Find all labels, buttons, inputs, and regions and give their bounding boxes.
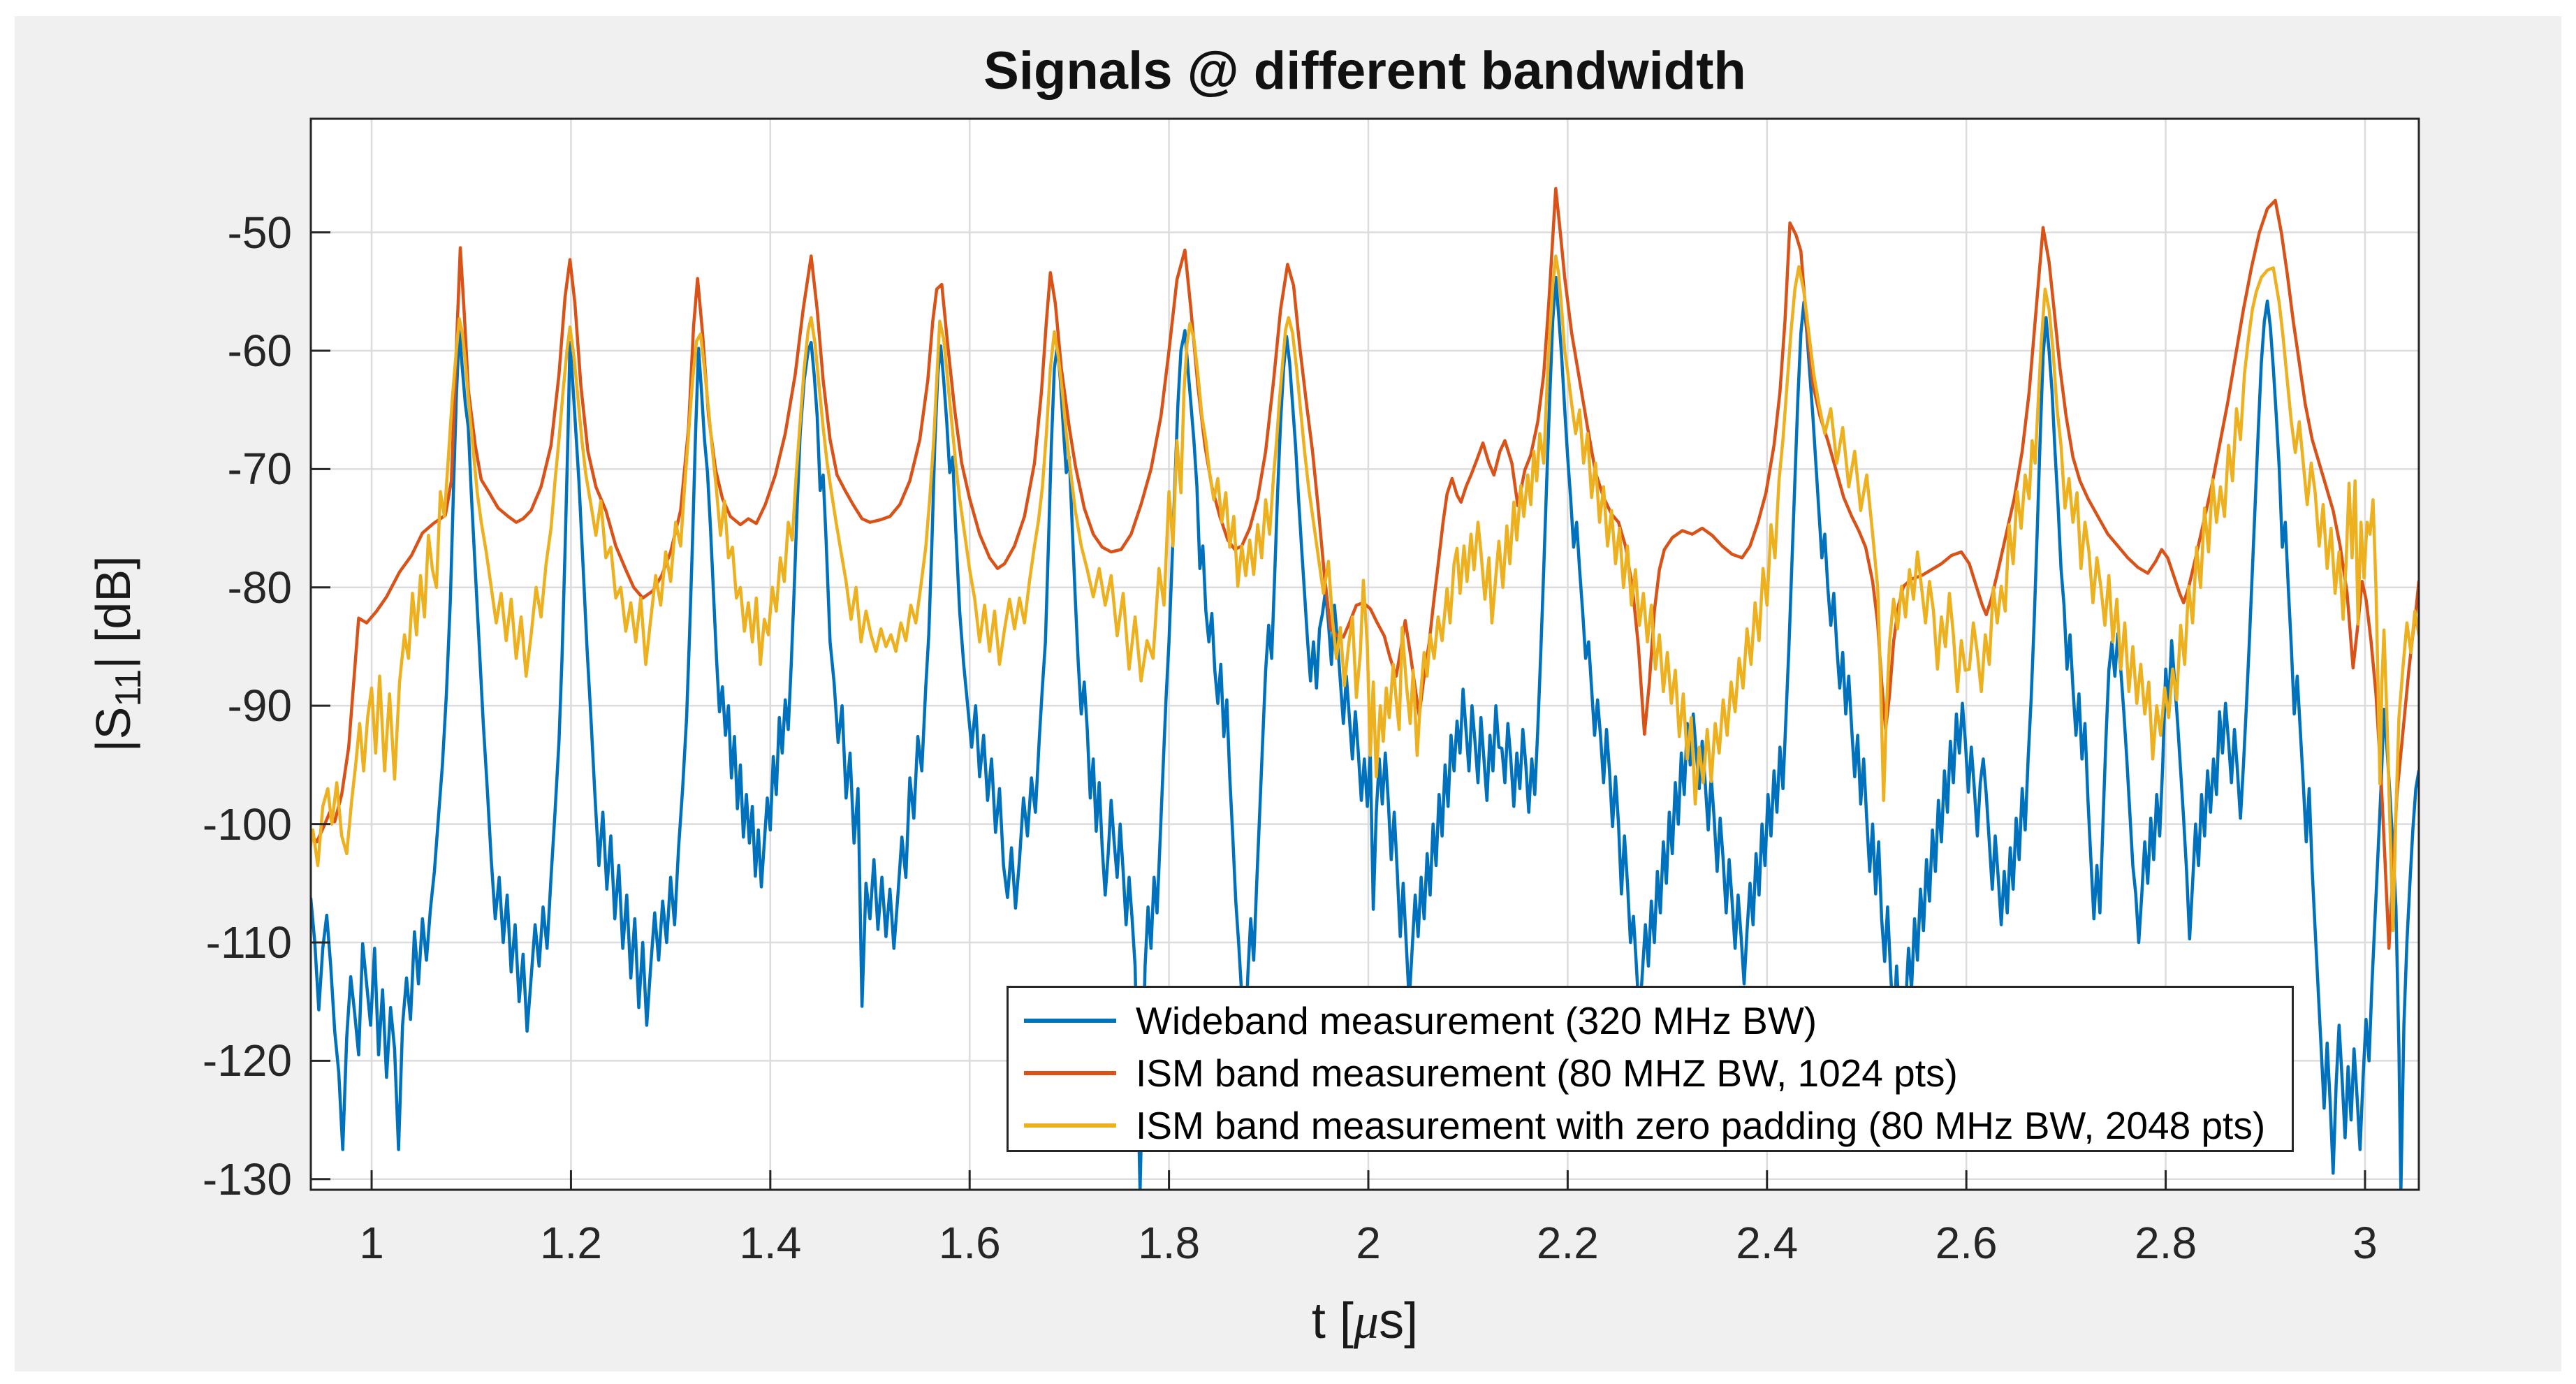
y-tick-label: -50 [227,207,293,258]
legend-entry-ism: ISM band measurement (80 MHZ BW, 1024 pt… [1009,1047,2292,1099]
tick-marks [311,231,2366,1190]
axes-box [309,117,2420,1191]
x-tick-label: 2.6 [1935,1218,1998,1268]
series-ism-zero-padding-line [311,254,2419,933]
chart-title: Signals @ different bandwidth [983,41,1746,101]
y-axis-label-sub: 11 [108,669,149,707]
legend-line-ism-zero-padding [1024,1123,1116,1128]
y-axis-label-pre: |S [86,706,140,752]
x-axis-label: t [μs] [1312,1292,1418,1350]
x-tick-label: 2.4 [1736,1218,1799,1268]
series-ism-line [311,187,2419,950]
x-tick-label: 1 [359,1218,384,1268]
y-tick-label: -130 [202,1153,292,1204]
y-tick-label: -90 [227,680,293,731]
x-tick-label: 1.4 [739,1218,802,1268]
y-axis-label-post: | [dB] [86,555,140,669]
x-axis-label-post: s] [1379,1293,1419,1349]
y-tick-label: -70 [227,444,293,495]
x-tick-label: 1.6 [938,1218,1001,1268]
legend-entry-label: Wideband measurement (320 MHz BW) [1136,998,1817,1042]
x-tick-label: 3 [2352,1218,2378,1268]
x-tick-label: 2 [1356,1218,1381,1268]
y-tick-label: -120 [202,1035,292,1086]
y-tick-label: -80 [227,562,293,613]
legend[interactable]: Wideband measurement (320 MHz BW) ISM ba… [1007,986,2294,1152]
y-tick-label: -60 [227,326,293,376]
x-axis-label-pre: t [ [1311,1293,1354,1349]
y-tick-label: -110 [205,917,292,968]
y-tick-label: -100 [202,799,292,850]
x-tick-label: 1.8 [1138,1218,1201,1268]
legend-entry-label: ISM band measurement (80 MHZ BW, 1024 pt… [1136,1051,1958,1095]
legend-entry-ism-zero-padding: ISM band measurement with zero padding (… [1009,1099,2292,1151]
series-wideband-line [311,275,2419,1190]
x-tick-label: 1.2 [539,1218,602,1268]
legend-line-wideband [1024,1018,1116,1023]
legend-entry-wideband: Wideband measurement (320 MHz BW) [1009,994,2292,1047]
mu-symbol: μ [1353,1293,1380,1349]
x-tick-label: 2.2 [1536,1218,1599,1268]
x-tick-label: 2.8 [2135,1218,2197,1268]
legend-line-ism [1024,1070,1116,1075]
y-axis-label: |S11| [dB] [85,555,149,752]
legend-entry-label: ISM band measurement with zero padding (… [1136,1103,2266,1147]
